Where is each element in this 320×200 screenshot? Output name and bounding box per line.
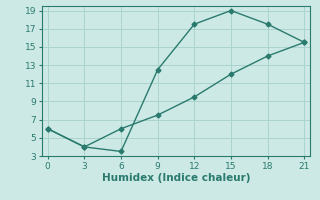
X-axis label: Humidex (Indice chaleur): Humidex (Indice chaleur)	[102, 173, 250, 183]
